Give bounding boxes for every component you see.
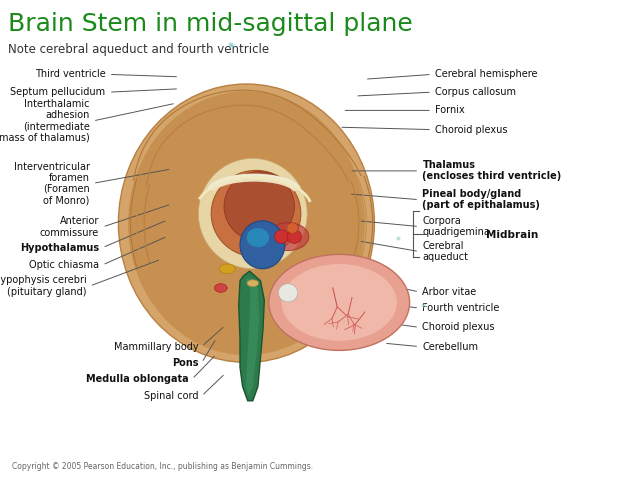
Ellipse shape	[211, 170, 301, 257]
Text: *: *	[396, 236, 400, 246]
Text: Cerebral
aqueduct: Cerebral aqueduct	[422, 241, 468, 262]
Text: Medulla oblongata: Medulla oblongata	[86, 374, 189, 384]
Ellipse shape	[128, 91, 365, 355]
Text: Interventricular
foramen
(Foramen
of Monro): Interventricular foramen (Foramen of Mon…	[13, 162, 90, 205]
Ellipse shape	[282, 264, 397, 341]
Polygon shape	[245, 278, 259, 396]
Text: Corpora
quadrigemina: Corpora quadrigemina	[422, 216, 490, 237]
Text: Interthalamic
adhesion
(intermediate
mass of thalamus): Interthalamic adhesion (intermediate mas…	[0, 99, 90, 143]
Text: Pineal body/gland
(part of epithalamus): Pineal body/gland (part of epithalamus)	[422, 189, 540, 210]
Text: Mammillary body: Mammillary body	[114, 342, 198, 351]
Text: Arbor vitae: Arbor vitae	[422, 287, 477, 297]
Text: Fornix: Fornix	[435, 106, 465, 115]
Ellipse shape	[247, 280, 259, 287]
Text: *: *	[228, 42, 234, 52]
Text: Fourth ventricle: Fourth ventricle	[422, 303, 500, 313]
Ellipse shape	[287, 230, 301, 243]
Ellipse shape	[214, 284, 227, 292]
Ellipse shape	[275, 230, 289, 243]
Text: Midbrain: Midbrain	[486, 230, 539, 240]
Text: *: *	[420, 303, 426, 313]
Text: Hypothalamus: Hypothalamus	[20, 243, 99, 252]
Polygon shape	[239, 271, 264, 401]
Ellipse shape	[219, 264, 236, 274]
Ellipse shape	[268, 223, 309, 251]
Text: Hypophysis cerebri
(pituitary gland): Hypophysis cerebri (pituitary gland)	[0, 276, 86, 297]
Text: Thalamus
(encloses third ventricle): Thalamus (encloses third ventricle)	[422, 160, 562, 181]
Text: Cerebral hemisphere: Cerebral hemisphere	[435, 70, 538, 79]
Ellipse shape	[269, 254, 410, 350]
Text: *: *	[229, 42, 236, 55]
Text: Cerebellum: Cerebellum	[422, 342, 479, 351]
Text: Note cerebral aqueduct and fourth ventricle: Note cerebral aqueduct and fourth ventri…	[8, 43, 269, 56]
Text: Spinal cord: Spinal cord	[144, 391, 198, 401]
Ellipse shape	[118, 84, 374, 362]
Ellipse shape	[278, 284, 298, 302]
Ellipse shape	[240, 221, 285, 269]
Ellipse shape	[198, 158, 307, 269]
Text: Optic chiasma: Optic chiasma	[29, 260, 99, 270]
Text: Corpus callosum: Corpus callosum	[435, 87, 516, 97]
Text: Pons: Pons	[172, 358, 198, 368]
Text: Brain Stem in mid-sagittal plane: Brain Stem in mid-sagittal plane	[8, 12, 412, 36]
Ellipse shape	[287, 223, 298, 233]
Text: Choroid plexus: Choroid plexus	[435, 125, 508, 134]
Text: Choroid plexus: Choroid plexus	[422, 323, 495, 332]
Ellipse shape	[224, 171, 294, 241]
Text: Anterior
commissure: Anterior commissure	[40, 216, 99, 238]
Text: Copyright © 2005 Pearson Education, Inc., publishing as Benjamin Cummings.: Copyright © 2005 Pearson Education, Inc.…	[12, 462, 313, 471]
Text: Third ventricle: Third ventricle	[35, 70, 106, 79]
Text: Septum pellucidum: Septum pellucidum	[10, 87, 106, 97]
Ellipse shape	[247, 228, 269, 247]
